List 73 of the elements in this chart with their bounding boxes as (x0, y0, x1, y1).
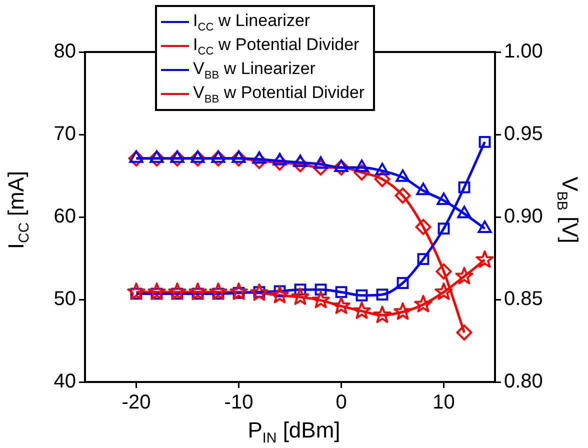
point (127, 282, 146, 300)
x-tick-label: 0 (336, 392, 347, 414)
y-tick-label: 80 (54, 40, 76, 63)
point (375, 162, 390, 176)
point (252, 151, 266, 164)
point (170, 150, 184, 163)
point (129, 150, 144, 163)
legend-label: V$_{BB}$ w Potential Divider (193, 82, 365, 106)
point (356, 289, 368, 302)
point (396, 277, 409, 289)
point (415, 218, 432, 235)
x-tick-label: 10 (432, 392, 455, 414)
point (354, 164, 370, 180)
point (270, 286, 289, 304)
point (314, 284, 327, 296)
x-tick-label: -10 (224, 392, 254, 414)
point (312, 290, 330, 308)
legend-label: I$_{CC}$ w Potential Divider (193, 34, 360, 58)
y-tick-label: 50 (54, 288, 76, 310)
point (455, 266, 474, 284)
x-axis-title: P$_{IN}$ [dBm] (248, 417, 340, 447)
y2-tick-label: 0.95 (504, 123, 543, 146)
legend-label: I$_{CC}$ w Linearizer (193, 10, 310, 34)
point (396, 169, 410, 182)
point (314, 156, 328, 169)
point (478, 220, 492, 234)
point (352, 302, 371, 319)
y2-tick-label: 0.80 (504, 370, 543, 393)
point (232, 150, 246, 163)
point (211, 150, 226, 163)
point (294, 284, 306, 296)
point (128, 150, 144, 166)
point (457, 206, 472, 218)
point (476, 250, 494, 268)
point (376, 288, 388, 300)
point (374, 171, 390, 188)
point (291, 288, 310, 305)
point (416, 182, 430, 196)
point (272, 152, 287, 166)
point (168, 282, 186, 300)
point (250, 283, 268, 301)
point (394, 302, 412, 320)
legend-label: V$_{BB}$ w Linearizer (193, 58, 316, 82)
point (436, 263, 452, 280)
point (335, 286, 348, 298)
point (334, 160, 348, 172)
point (354, 160, 369, 172)
point (190, 150, 205, 163)
point (150, 150, 164, 163)
y-tick-label: 60 (54, 206, 76, 228)
point (417, 253, 430, 266)
y2-tick-label: 0.85 (504, 288, 543, 310)
point (312, 160, 329, 176)
x-tick-label: -20 (122, 392, 151, 414)
point (148, 282, 166, 300)
point (394, 188, 411, 204)
point (478, 136, 491, 148)
y2-tick-label: 1.00 (504, 40, 543, 63)
point (438, 222, 450, 234)
point (436, 192, 451, 205)
point (414, 294, 432, 312)
y2-tick-label: 0.90 (504, 206, 543, 228)
point (209, 282, 228, 300)
point (332, 296, 350, 314)
point (373, 306, 392, 324)
point (188, 282, 207, 300)
point (293, 154, 308, 168)
y-tick-label: 40 (54, 370, 76, 393)
point (458, 181, 470, 194)
point (434, 282, 453, 300)
point (230, 282, 248, 300)
point (456, 324, 472, 340)
y-tick-label: 70 (54, 123, 76, 146)
